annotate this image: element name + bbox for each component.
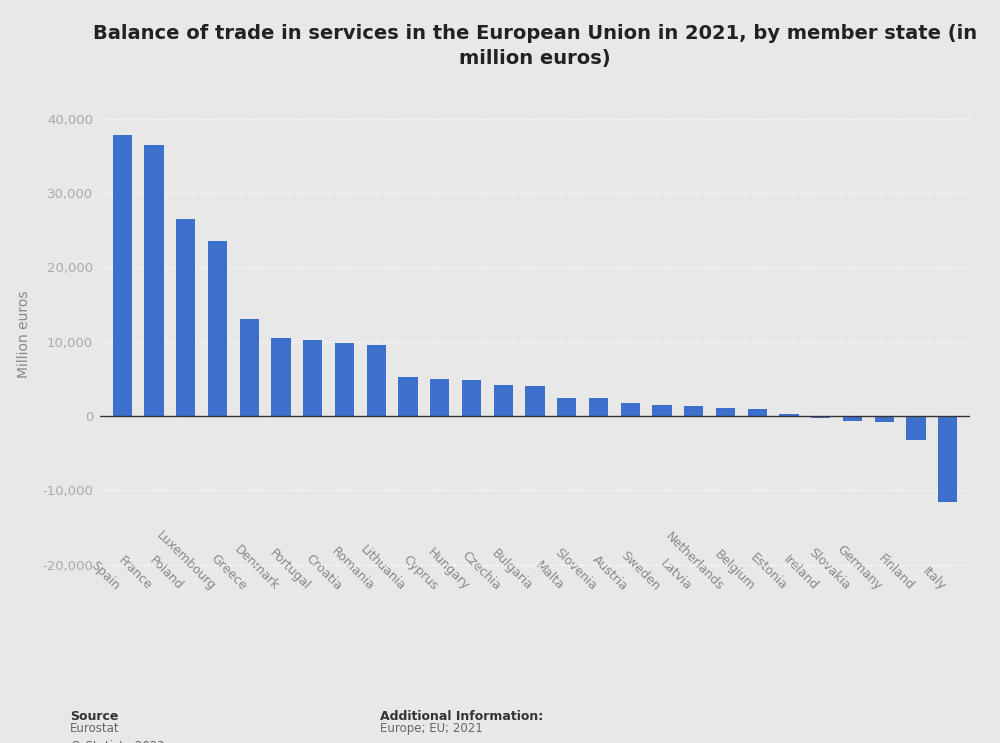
Text: Eurostat
© Statista 2023: Eurostat © Statista 2023 xyxy=(70,722,165,743)
Bar xyxy=(652,405,672,416)
Bar xyxy=(779,414,799,416)
Bar xyxy=(557,398,576,416)
Bar xyxy=(462,380,481,416)
Bar xyxy=(335,343,354,416)
Bar xyxy=(716,408,735,416)
Bar xyxy=(240,319,259,416)
Bar xyxy=(875,416,894,422)
Text: Source: Source xyxy=(70,710,118,722)
Bar xyxy=(367,345,386,416)
Bar xyxy=(811,416,830,418)
Bar xyxy=(589,398,608,416)
Y-axis label: Million euros: Million euros xyxy=(17,291,31,378)
Text: Additional Information:: Additional Information: xyxy=(380,710,543,722)
Bar xyxy=(843,416,862,421)
Bar xyxy=(303,340,322,416)
Bar xyxy=(176,219,195,416)
Bar xyxy=(430,379,449,416)
Bar xyxy=(938,416,957,502)
Bar xyxy=(144,145,164,416)
Bar xyxy=(748,409,767,416)
Bar xyxy=(398,377,418,416)
Bar xyxy=(621,403,640,416)
Text: Europe; EU; 2021: Europe; EU; 2021 xyxy=(380,722,483,735)
Title: Balance of trade in services in the European Union in 2021, by member state (in
: Balance of trade in services in the Euro… xyxy=(93,25,977,68)
Bar xyxy=(271,338,291,416)
Bar xyxy=(208,241,227,416)
Bar xyxy=(494,385,513,416)
Bar xyxy=(113,135,132,416)
Bar xyxy=(684,406,703,416)
Bar xyxy=(906,416,926,440)
Bar xyxy=(525,386,545,416)
